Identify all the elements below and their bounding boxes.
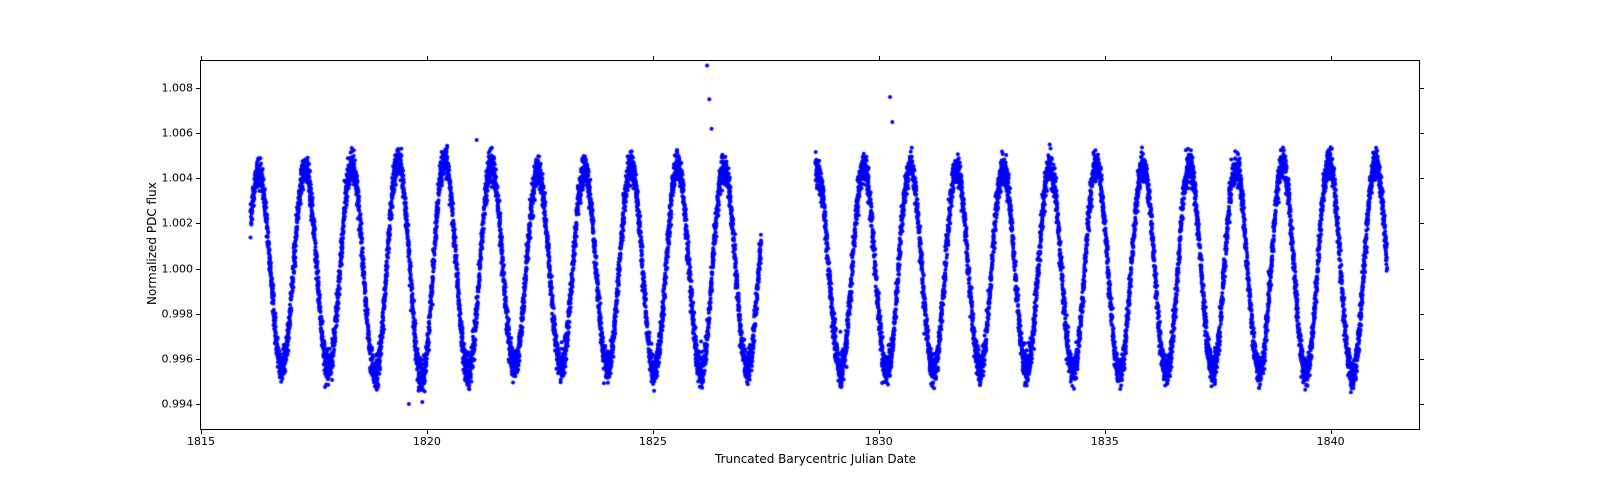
x-tick-mark: [879, 429, 880, 434]
x-axis-label: Truncated Barycentric Julian Date: [715, 452, 916, 466]
scatter-canvas: [201, 61, 1421, 431]
x-tick-mark: [201, 429, 202, 434]
x-tick-mark: [201, 56, 202, 61]
y-tick-mark: [196, 269, 201, 270]
y-tick-mark: [1419, 314, 1424, 315]
x-tick-mark: [1331, 429, 1332, 434]
y-tick-mark: [1419, 178, 1424, 179]
y-tick-mark: [196, 314, 201, 315]
y-tick-mark: [1419, 88, 1424, 89]
x-tick-mark: [1105, 56, 1106, 61]
y-tick-mark: [1419, 404, 1424, 405]
x-tick-mark: [427, 429, 428, 434]
x-tick-mark: [1105, 429, 1106, 434]
y-tick-mark: [1419, 359, 1424, 360]
y-axis-label: Normalized PDC flux: [145, 182, 159, 305]
y-tick-mark: [196, 88, 201, 89]
y-tick-mark: [196, 359, 201, 360]
y-tick-mark: [196, 223, 201, 224]
y-tick-mark: [1419, 269, 1424, 270]
figure: 0.9940.9960.9981.0001.0021.0041.0061.008…: [0, 0, 1600, 500]
x-tick-mark: [653, 429, 654, 434]
x-tick-mark: [879, 56, 880, 61]
x-tick-mark: [653, 56, 654, 61]
plot-axes: 0.9940.9960.9981.0001.0021.0041.0061.008…: [200, 60, 1420, 430]
y-tick-mark: [1419, 133, 1424, 134]
y-tick-mark: [196, 178, 201, 179]
y-tick-mark: [1419, 223, 1424, 224]
y-tick-mark: [196, 404, 201, 405]
x-tick-mark: [427, 56, 428, 61]
y-tick-mark: [196, 133, 201, 134]
x-tick-mark: [1331, 56, 1332, 61]
